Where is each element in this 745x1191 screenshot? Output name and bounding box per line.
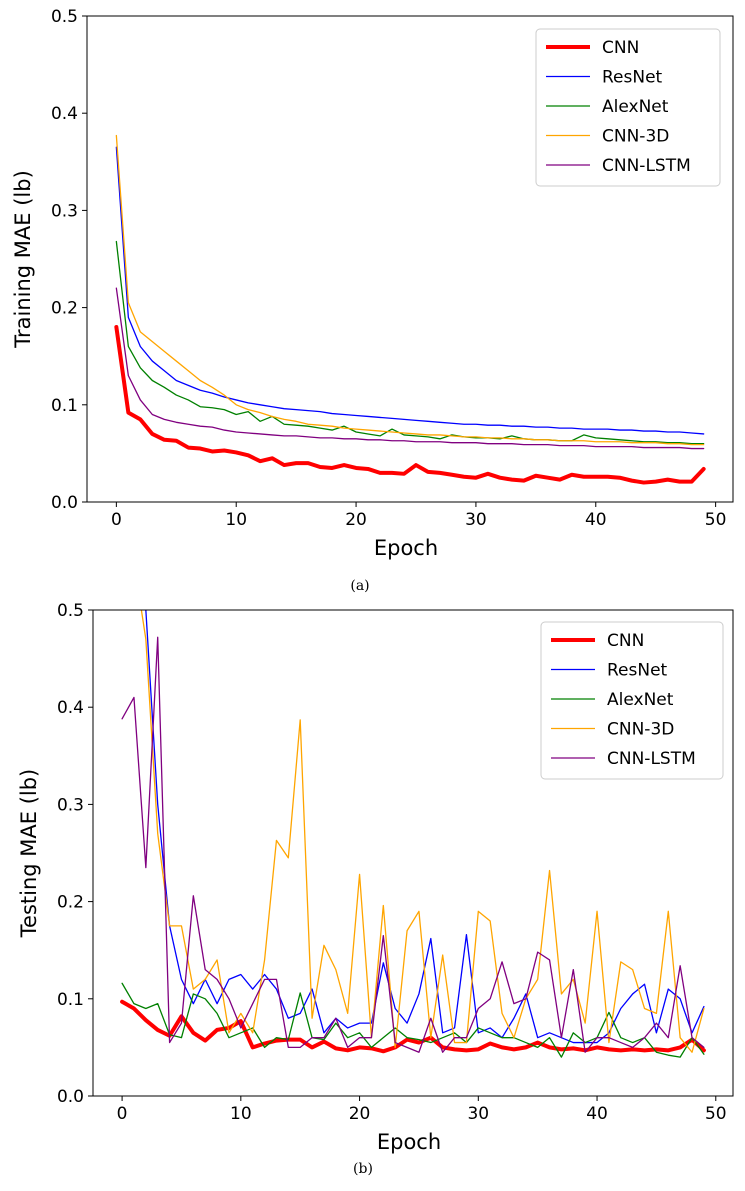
x-tick-label: 30 — [467, 1104, 489, 1124]
series-line-cnn-lstm — [121, 636, 705, 1053]
x-axis-label: Epoch — [374, 536, 438, 560]
legend-label-cnn: CNN — [602, 38, 639, 58]
legend-box — [540, 621, 724, 780]
series-line-resnet — [115, 146, 705, 435]
legend-label-cnn-3d: CNN-3D — [602, 127, 669, 147]
x-tick-label: 50 — [705, 510, 727, 530]
legend-label-cnn-lstm: CNN-LSTM — [607, 749, 696, 769]
y-tick-label: 0.0 — [51, 493, 78, 513]
panel-b-testing-chart: 0 10 20 30 40 50 0.0 0.1 0.2 0.3 0.4 0.5 Epoch Testin… — [17, 601, 734, 1177]
y-tick-label: 0.2 — [51, 299, 78, 319]
panel-a-training-chart: 0 10 20 30 40 50 0.0 0.1 0.2 0.3 0.4 0.5 Epoch Traini… — [11, 7, 734, 594]
legend-label-alexnet: AlexNet — [602, 97, 669, 117]
x-tick-label: 30 — [465, 510, 487, 530]
x-tick-label: 10 — [230, 1104, 252, 1124]
series-lines — [120, 610, 706, 1058]
y-tick-label: 0.4 — [57, 698, 84, 718]
plot-frame — [92, 609, 734, 1097]
y-axis-label: Testing MAE (lb) — [17, 769, 41, 938]
x-tick-label: 50 — [705, 1104, 727, 1124]
legend-label-cnn-3d: CNN-3D — [607, 720, 674, 740]
y-tick-label: 0.1 — [51, 396, 78, 416]
plot-frame — [86, 15, 734, 503]
series-line-resnet — [145, 610, 705, 1044]
y-tick-label: 0.2 — [57, 893, 84, 913]
x-axis-label: Epoch — [377, 1130, 441, 1154]
y-tick-label: 0.0 — [57, 1087, 84, 1107]
legend-label-resnet: ResNet — [602, 68, 663, 88]
series-line-alexnet — [115, 240, 705, 445]
panel-caption: (a) — [350, 578, 369, 594]
y-tick-label: 0.1 — [57, 990, 84, 1010]
legend-box — [535, 28, 721, 187]
x-tick-label: 10 — [225, 510, 247, 530]
x-tick-label: 0 — [111, 510, 122, 530]
legend-label-cnn: CNN — [607, 631, 644, 651]
x-tick-label: 0 — [117, 1104, 128, 1124]
series-line-cnn — [120, 999, 706, 1054]
series-line-cnn-lstm — [115, 287, 705, 450]
legend-label-resnet: ResNet — [607, 661, 668, 681]
x-tick-label: 40 — [585, 510, 607, 530]
y-tick-label: 0.4 — [51, 104, 78, 124]
legend-label-alexnet: AlexNet — [607, 690, 674, 710]
series-line-cnn-3d — [115, 134, 705, 446]
x-tick-label: 20 — [345, 510, 367, 530]
panel-caption: (b) — [353, 1161, 373, 1177]
series-line-cnn-3d — [140, 610, 705, 1053]
legend-label-cnn-lstm: CNN-LSTM — [602, 156, 691, 176]
y-tick-label: 0.5 — [51, 7, 78, 27]
y-tick-label: 0.3 — [57, 795, 84, 815]
y-tick-label: 0.3 — [51, 201, 78, 221]
series-line-cnn — [114, 325, 706, 485]
x-tick-label: 20 — [349, 1104, 371, 1124]
legend: CNN ResNet AlexNet CNN-3D CNN-LSTM — [535, 28, 721, 187]
legend: CNN ResNet AlexNet CNN-3D CNN-LSTM — [540, 621, 724, 780]
y-tick-label: 0.5 — [57, 601, 84, 621]
y-axis-label: Training MAE (lb) — [11, 170, 35, 349]
series-lines — [114, 134, 706, 485]
x-tick-label: 40 — [586, 1104, 608, 1124]
